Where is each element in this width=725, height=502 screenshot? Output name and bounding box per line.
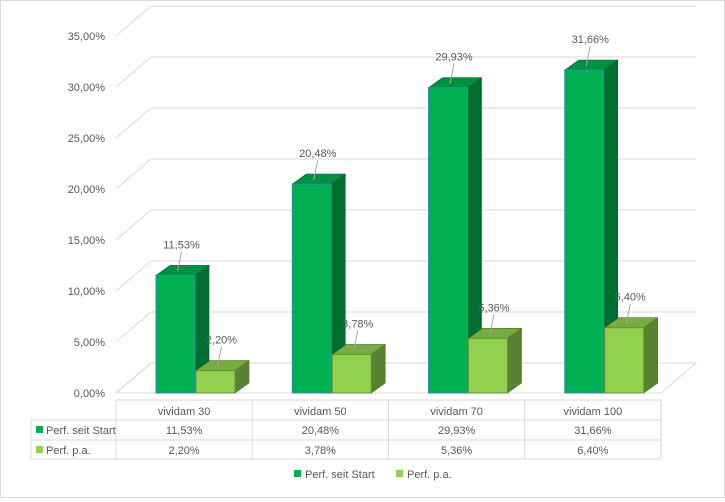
bar [468, 337, 508, 394]
data-label: 29,93% [435, 52, 473, 64]
data-label: 6,40% [615, 292, 646, 304]
table-series-name: Perf. p.a. [46, 445, 91, 457]
data-label: 11,53% [163, 239, 200, 251]
data-label: 2,20% [206, 335, 237, 347]
y-tick-label: 35,00% [68, 31, 106, 43]
legend-key [294, 470, 301, 477]
data-label-leader [585, 45, 591, 67]
gridline-side [115, 209, 152, 241]
data-label-leader [177, 251, 182, 272]
legend-label: Perf. seit Start [305, 469, 375, 481]
bar-side [643, 317, 659, 394]
gridline-side [115, 311, 152, 343]
legend-label: Perf. p.a. [407, 469, 452, 481]
table-cell: 31,66% [574, 425, 612, 437]
table-cell: 2,20% [169, 445, 200, 457]
data-label-leader [489, 314, 495, 335]
data-label: 5,36% [478, 302, 509, 314]
data-label-leader [217, 346, 222, 367]
table-legend-key [36, 446, 43, 453]
gridline-side [115, 260, 152, 292]
data-label-leader [449, 63, 455, 84]
bar [195, 370, 236, 394]
gridline-side [115, 5, 152, 37]
category-label: vividam 50 [294, 406, 347, 418]
table-legend-key [36, 426, 43, 433]
table-cell: 3,78% [305, 445, 336, 457]
data-label-leader [353, 330, 359, 351]
table-cell: 29,93% [438, 425, 476, 437]
y-tick-label: 0,00% [74, 388, 105, 400]
category-label: vividam 30 [158, 406, 211, 418]
data-label: 3,78% [342, 318, 373, 330]
gridline-side [115, 56, 152, 88]
table-cell: 20,48% [302, 425, 340, 437]
bar [564, 69, 605, 394]
y-tick-label: 5,00% [74, 337, 105, 349]
table-cell: 11,53% [166, 425, 203, 437]
bar [604, 327, 645, 394]
y-tick-label: 25,00% [68, 133, 106, 145]
y-tick-label: 15,00% [68, 235, 106, 247]
table-series-name: Perf. seit Start [46, 425, 116, 437]
gridline-side [115, 107, 152, 139]
bar [291, 183, 332, 394]
bar-side [507, 327, 522, 394]
bar [428, 87, 468, 394]
table-cell: 6,40% [577, 445, 608, 457]
y-tick-label: 20,00% [68, 184, 106, 196]
bar [155, 274, 196, 394]
category-label: vividam 70 [430, 406, 483, 418]
y-tick-label: 10,00% [68, 286, 106, 298]
category-label: vividam 100 [564, 406, 623, 418]
legend-key [396, 470, 403, 477]
y-tick-label: 30,00% [68, 82, 106, 94]
data-label-leader [625, 303, 631, 324]
data-label-leader [313, 160, 319, 181]
table-cell: 5,36% [441, 445, 472, 457]
bar [331, 353, 372, 394]
data-label: 20,48% [299, 148, 337, 160]
data-label: 31,66% [572, 34, 610, 46]
gridline-side [115, 158, 152, 190]
